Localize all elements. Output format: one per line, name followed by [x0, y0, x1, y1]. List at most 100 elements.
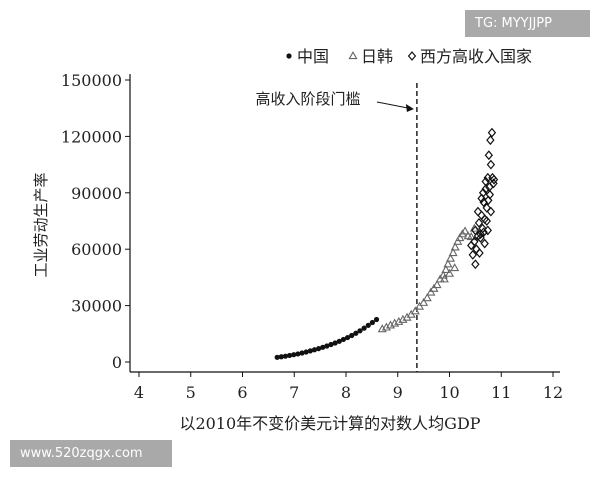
circle-point — [303, 349, 309, 355]
y-tick-label: 90000 — [71, 184, 122, 203]
threshold-label: 高收入阶段门槛 — [255, 90, 360, 108]
circle-point — [307, 348, 313, 354]
circle-point — [365, 322, 371, 328]
triangle-point — [429, 283, 439, 292]
y-tick-label: 0 — [112, 353, 122, 372]
diamond-point — [487, 127, 497, 138]
diamond-point — [476, 229, 485, 240]
circle-point — [274, 354, 280, 360]
circle-point — [320, 344, 326, 350]
triangle-point — [422, 293, 432, 302]
diamond-point — [482, 202, 491, 213]
circle-point — [286, 352, 293, 359]
diamond-point — [486, 159, 496, 170]
triangle-point — [444, 268, 455, 277]
legend-label: 日韩 — [361, 47, 393, 66]
diamond-point — [486, 206, 496, 217]
y-tick-label: 30000 — [71, 297, 122, 316]
x-tick-label: 6 — [237, 383, 247, 402]
triangle-point — [460, 226, 470, 235]
circle-point — [344, 334, 351, 341]
triangle-point — [443, 259, 453, 268]
circle-point — [332, 340, 338, 346]
diamond-point — [470, 236, 479, 247]
diamond-point — [482, 216, 491, 226]
circle-point — [315, 346, 322, 352]
x-tick-label: 8 — [341, 383, 351, 402]
y-axis-label: 工业劳动生产率 — [32, 172, 50, 277]
circle-point — [361, 325, 367, 331]
triangle-point — [441, 264, 451, 274]
circle-point — [291, 352, 297, 358]
series-circle — [274, 316, 380, 360]
triangle-point — [448, 248, 458, 257]
legend: 中国 日韩 西方高收入国家 — [286, 47, 532, 66]
legend-marker-triangle — [348, 51, 358, 60]
triangle-point — [450, 242, 460, 251]
y-tick-label: 120000 — [61, 127, 122, 146]
circle-point — [357, 328, 363, 334]
diamond-point — [483, 225, 492, 236]
triangle-point — [453, 236, 463, 245]
circle-point — [282, 353, 289, 359]
data-marks — [274, 127, 499, 360]
diamond-point — [473, 206, 483, 217]
x-tick-label: 4 — [134, 383, 144, 402]
legend-marker-circle — [286, 53, 292, 59]
watermark-top: TG: MYYJJPP — [465, 10, 590, 37]
x-tick-label: 9 — [393, 383, 403, 402]
threshold-arrowhead — [405, 104, 414, 112]
y-tick-label: 60000 — [71, 240, 122, 259]
circle-point — [295, 351, 301, 357]
diamond-point — [484, 150, 494, 161]
triangle-point — [426, 287, 436, 296]
diamond-point — [486, 135, 495, 146]
x-tick-label: 11 — [491, 383, 511, 402]
diamond-point — [475, 248, 484, 258]
triangle-point — [450, 263, 460, 272]
triangle-point — [414, 301, 425, 310]
circle-point — [328, 341, 334, 348]
x-tick-label: 12 — [543, 383, 563, 402]
legend-label: 西方高收入国家 — [420, 47, 532, 66]
x-tick-label: 7 — [289, 383, 299, 402]
diamond-point — [481, 176, 490, 187]
x-tick-label: 10 — [439, 383, 459, 402]
axes: 4 5 6 7 8 9 10 11 12 0 30000 60000 90000 120000 150000 — [61, 71, 563, 402]
triangle-point — [445, 253, 456, 262]
triangle-point — [439, 274, 449, 283]
diamond-point — [479, 227, 488, 238]
diamond-point — [489, 174, 499, 185]
circle-point — [340, 336, 347, 343]
diamond-point — [480, 238, 489, 249]
x-tick-label: 5 — [186, 383, 196, 402]
watermark-bottom: www.520zqgx.com — [10, 440, 172, 467]
triangle-point — [419, 297, 429, 306]
circle-point — [311, 347, 318, 353]
triangle-point — [466, 232, 476, 241]
triangle-point — [455, 232, 465, 242]
threshold-line-group: 高收入阶段门槛 — [255, 83, 418, 372]
circle-point — [353, 330, 359, 336]
diamond-point — [484, 195, 493, 206]
circle-point — [278, 354, 284, 360]
circle-point — [336, 338, 342, 344]
series-diamond — [467, 127, 499, 270]
triangle-point — [410, 306, 420, 315]
diamond-point — [477, 193, 486, 204]
circle-point — [349, 332, 355, 339]
diamond-point — [476, 232, 485, 243]
legend-marker-diamond — [407, 51, 417, 61]
diamond-point — [471, 259, 480, 270]
circle-point — [299, 350, 305, 356]
circle-point — [324, 343, 330, 349]
circle-point — [373, 316, 380, 323]
triangle-point — [432, 279, 442, 289]
circle-point — [369, 319, 375, 326]
x-axis-label: 以2010年不变价美元计算的对数人均GDP — [179, 414, 480, 433]
diamond-point — [468, 249, 477, 260]
y-tick-label: 150000 — [61, 71, 122, 90]
series-triangle — [377, 223, 479, 333]
diamond-point — [474, 217, 484, 228]
